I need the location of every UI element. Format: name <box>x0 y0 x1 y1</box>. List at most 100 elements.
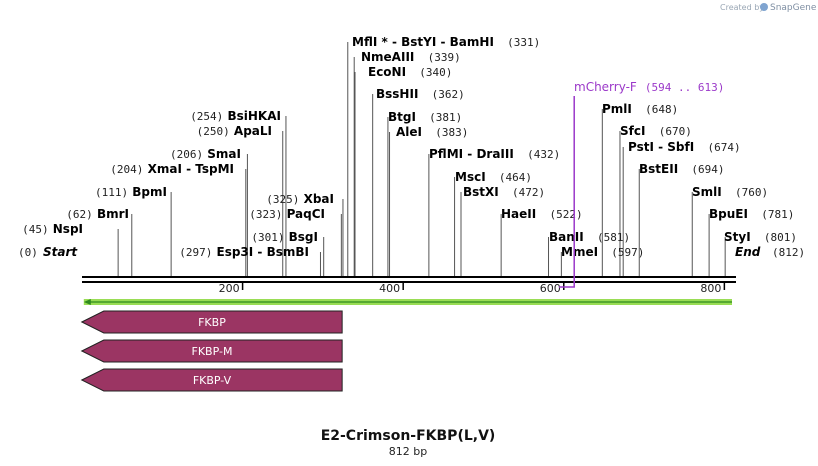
site-label-part: (522) <box>536 208 582 221</box>
site-label-pflmi[interactable]: PflMI - DraIII (432) <box>429 147 560 161</box>
site-label-smai[interactable]: (206) SmaI <box>170 147 241 161</box>
site-label-part: (648) <box>632 103 678 116</box>
site-label-bpmi[interactable]: (111) BpmI <box>95 185 167 199</box>
site-label-bmri[interactable]: (62) BmrI <box>66 207 129 221</box>
site-label-banii[interactable]: BanII (581) <box>549 230 630 244</box>
site-label-part: (297) <box>179 246 212 259</box>
site-label-part: (323) <box>249 208 282 221</box>
site-label-part: * <box>377 35 392 49</box>
site-label-part: PaqCI <box>282 207 325 221</box>
site-label-bsihkai[interactable]: (254) BsiHKAI <box>190 109 281 123</box>
site-label-part: ApaLI <box>230 124 272 138</box>
site-label-part: AleI <box>396 125 422 139</box>
site-label-part: (254) <box>190 110 223 123</box>
site-label-part: SmaI <box>203 147 241 161</box>
site-label-part: TspMI <box>195 162 234 176</box>
site-label-part: (204) <box>110 163 143 176</box>
site-label-part: BmrI <box>93 207 129 221</box>
site-label-part: XmaI <box>143 162 182 176</box>
end-position: (812) <box>772 246 805 259</box>
site-label-part: BsmBI <box>267 245 309 259</box>
feature-label: FKBP-V <box>193 374 232 387</box>
site-label-part: (801) <box>751 231 797 244</box>
ruler-tick-label: 600 <box>540 282 561 295</box>
primer-range: (594 .. 613) <box>645 81 724 94</box>
site-label-part: (581) <box>584 231 630 244</box>
site-label-sfci[interactable]: SfcI (670) <box>620 124 692 138</box>
site-label-part: NspI <box>49 222 83 236</box>
site-label-alei[interactable]: AleI (383) <box>396 125 468 139</box>
site-label-part: MscI <box>455 170 486 184</box>
site-label-styi[interactable]: StyI (801) <box>724 230 797 244</box>
site-label-smli[interactable]: SmlI (760) <box>692 185 768 199</box>
site-label-part: BssHII <box>376 87 418 101</box>
site-label-xmai[interactable]: (204) XmaI - TspMI <box>110 162 234 176</box>
site-label-haeii[interactable]: HaeII (522) <box>501 207 583 221</box>
site-label-part: BamHI <box>450 35 494 49</box>
site-label-part: StyI <box>724 230 751 244</box>
backbone-top-strand <box>82 276 736 278</box>
orf-arrowhead-icon <box>83 299 91 305</box>
backbone <box>82 276 736 283</box>
map-title: E2-Crimson-FKBP(L,V) <box>321 428 496 444</box>
site-label-part: (301) <box>251 231 284 244</box>
site-label-part: PstI <box>628 140 654 154</box>
site-label-bsgi[interactable]: (301) BsgI <box>251 230 318 244</box>
site-label-esp3i[interactable]: (297) Esp3I - BsmBI <box>179 245 309 259</box>
site-label-bstxi[interactable]: BstXI (472) <box>463 185 545 199</box>
ruler-tick-label: 200 <box>219 282 240 295</box>
site-label-bsteii[interactable]: BstEII (694) <box>639 162 725 176</box>
site-label-part: (760) <box>722 186 768 199</box>
credit-text: Created by <box>720 3 764 12</box>
site-label-part: (331) <box>494 36 540 49</box>
site-label-part: (362) <box>418 88 464 101</box>
site-label-bsshii[interactable]: BssHII (362) <box>376 87 465 101</box>
site-label-part: BtgI <box>388 110 416 124</box>
snapgene-logo-icon <box>760 3 768 11</box>
site-label-btgi[interactable]: BtgI (381) <box>388 110 462 124</box>
site-label-part: (597) <box>598 246 644 259</box>
ruler-tick-label: 800 <box>700 282 721 295</box>
site-label-part: - <box>392 35 401 49</box>
site-label-msci[interactable]: MscI (464) <box>455 170 532 184</box>
site-label-part: (45) <box>22 223 49 236</box>
site-label-part: (111) <box>95 186 128 199</box>
primer-mcherry-f[interactable]: mCherry-F (594 .. 613) <box>558 80 724 288</box>
feature-arrow <box>80 339 343 363</box>
site-label-part: BstXI <box>463 185 499 199</box>
site-label-mmei[interactable]: MmeI (597) <box>561 245 644 259</box>
site-label-nspi[interactable]: (45) NspI <box>22 222 83 236</box>
site-label-part: XbaI <box>299 192 334 206</box>
site-label-part: PmlI <box>602 102 632 116</box>
site-label-part: (339) <box>414 51 460 64</box>
feature-fkbp-m[interactable]: FKBP-M <box>80 339 343 363</box>
site-label-part: (250) <box>197 125 230 138</box>
site-label-part: (383) <box>422 126 468 139</box>
site-label-mfli[interactable]: MflI * - BstYI - BamHI (331) <box>352 35 540 49</box>
site-label-apali[interactable]: (250) ApaLI <box>197 124 272 138</box>
site-label-part: NmeAIII <box>361 50 414 64</box>
site-label-xbai[interactable]: (325) XbaI <box>266 192 334 206</box>
site-label-pmli[interactable]: PmlI (648) <box>602 102 678 116</box>
site-label-part: SmlI <box>692 185 722 199</box>
feature-fkbp-v[interactable]: FKBP-V <box>80 368 343 392</box>
orf-arrow[interactable] <box>83 299 732 305</box>
ruler-tick-label: 400 <box>379 282 400 295</box>
site-label-part: - <box>436 35 449 49</box>
feature-fkbp[interactable]: FKBP <box>80 310 343 334</box>
backbone-bottom-strand <box>82 281 736 283</box>
site-label-econi[interactable]: EcoNI (340) <box>368 65 452 79</box>
site-label-paqci[interactable]: (323) PaqCI <box>249 207 325 221</box>
site-label-bpuei[interactable]: BpuEI (781) <box>709 207 794 221</box>
end-label-group: End (812) <box>735 245 805 259</box>
site-labels: (45) NspI(62) BmrI (111) BpmI (204) XmaI -… <box>22 35 797 259</box>
start-position: (0) <box>18 246 38 259</box>
site-label-nmeaiii[interactable]: NmeAIII (339) <box>361 50 461 64</box>
site-label-part: - <box>253 245 266 259</box>
site-label-psti[interactable]: PstI - SbfI (674) <box>628 140 741 154</box>
site-label-part: (781) <box>748 208 794 221</box>
site-label-part: MflI <box>352 35 377 49</box>
site-leaders <box>117 42 726 276</box>
site-label-part: MmeI <box>561 245 598 259</box>
site-label-part: (325) <box>266 193 299 206</box>
